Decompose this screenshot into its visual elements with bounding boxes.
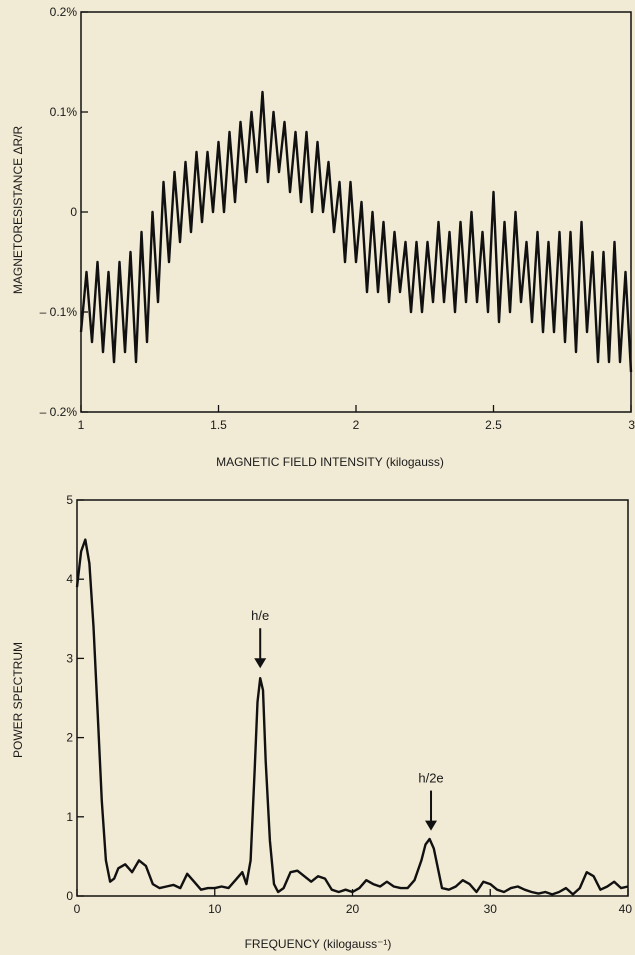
annotation-arrow-head: [254, 658, 267, 669]
chart1-x-tick-label: 1: [78, 418, 85, 432]
chart1-x-tick-label: 3: [628, 418, 635, 432]
power-spectrum-chart: 0 1 2 3 4 5 0 10 20 30 40 h/e h/2e FREQUENCY (kilo…: [11, 493, 632, 951]
chart1-y-tick-label: – 0.2%: [40, 405, 78, 419]
chart1-x-axis: 1 1.5 2 2.5 3: [78, 405, 635, 432]
chart2-x-axis-title: FREQUENCY (kilogauss⁻¹): [245, 937, 392, 951]
annotation-arrow-head: [425, 820, 438, 831]
chart2-plot-frame: [76, 499, 629, 897]
chart2-y-axis-title: POWER SPECTRUM: [11, 642, 25, 758]
chart1-y-tick-label: 0.2%: [50, 5, 78, 19]
chart1-y-axis-title: MAGNETORESISTANCE ΔR/R: [11, 126, 25, 295]
chart2-x-tick-label: 30: [484, 902, 498, 916]
chart2-y-tick-label: 2: [66, 731, 73, 745]
annotation-label: h/e: [251, 608, 269, 623]
annotation-label: h/2e: [418, 771, 443, 786]
chart1-plot-frame: [80, 11, 632, 413]
chart2-y-axis: 0 1 2 3 4 5: [66, 493, 84, 903]
chart1-series-line: [79, 90, 633, 373]
chart2-y-tick-label: 3: [66, 651, 73, 665]
chart2-x-tick-label: 40: [619, 902, 633, 916]
chart1-y-axis: 0.2% 0.1% 0 – 0.1% – 0.2%: [40, 5, 88, 419]
chart2-annotations: h/e h/2e: [251, 608, 444, 831]
chart2-x-axis: 0 10 20 30 40: [74, 889, 633, 916]
chart1-x-tick-label: 1.5: [210, 418, 227, 432]
magnetoresistance-chart: 0.2% 0.1% 0 – 0.1% – 0.2% 1 1.5 2 2.5 3 MAGNETIC…: [11, 5, 635, 469]
chart1-y-tick-label: 0: [70, 205, 77, 219]
chart2-y-tick-label: 4: [66, 572, 73, 586]
chart2-y-tick-label: 1: [66, 810, 73, 824]
chart1-y-tick-label: 0.1%: [50, 105, 78, 119]
chart1-y-tick-label: – 0.1%: [40, 305, 78, 319]
chart2-y-tick-label: 5: [66, 493, 73, 507]
chart1-x-tick-label: 2.5: [485, 418, 502, 432]
chart2-x-tick-label: 10: [208, 902, 222, 916]
chart2-series-line: [75, 538, 629, 896]
chart2-x-tick-label: 20: [346, 902, 360, 916]
chart1-x-tick-label: 2: [353, 418, 360, 432]
chart2-y-tick-label: 0: [66, 889, 73, 903]
chart1-x-axis-title: MAGNETIC FIELD INTENSITY (kilogauss): [216, 455, 444, 469]
chart2-x-tick-label: 0: [74, 902, 81, 916]
